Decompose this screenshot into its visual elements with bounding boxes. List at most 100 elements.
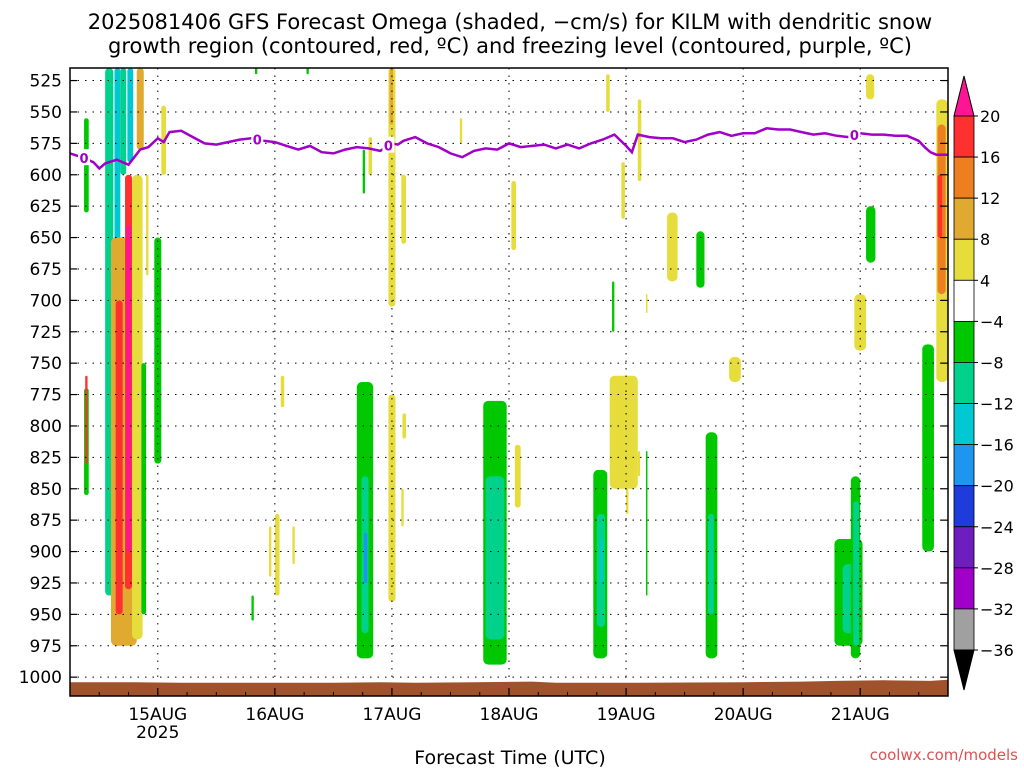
y-tick-label-700: 700 bbox=[30, 291, 62, 311]
colorbar-cell-1 bbox=[953, 156, 975, 199]
omega-region-17 bbox=[254, 68, 258, 75]
freezing-level-line bbox=[70, 127, 948, 171]
omega-region-22 bbox=[274, 513, 280, 596]
omega-region-8 bbox=[115, 300, 123, 615]
colorbar: 20 16 12 8 4 −4 −8 −12 −16 −20 −24 −28 −32 −36 bbox=[953, 75, 1014, 691]
y-tick-label-1000: 1000 bbox=[19, 668, 62, 688]
colorbar-label-2: 12 bbox=[980, 189, 1000, 208]
colorbar-label-11: −28 bbox=[980, 559, 1014, 578]
colorbar-label-0: 20 bbox=[980, 107, 1000, 126]
y-tick-label-925: 925 bbox=[30, 574, 62, 594]
colorbar-cell-9 bbox=[953, 485, 975, 528]
y-tick-label-650: 650 bbox=[30, 229, 62, 249]
y-axis: 525 550 575 600 625 650 675 700 725 750 775 800 825 8… bbox=[19, 72, 948, 688]
omega-shading bbox=[84, 68, 948, 665]
omega-region-46 bbox=[609, 375, 638, 489]
colorbar-cell-7 bbox=[953, 403, 975, 446]
omega-region-12 bbox=[136, 68, 144, 150]
colorbar-cell-11 bbox=[953, 567, 975, 610]
colorbar-label-6: −8 bbox=[980, 353, 1004, 372]
omega-region-27 bbox=[363, 532, 368, 583]
omega-region-21 bbox=[269, 526, 272, 577]
y-tick-label-975: 975 bbox=[30, 637, 62, 657]
y-tick-label-875: 875 bbox=[30, 511, 62, 531]
omega-region-10 bbox=[126, 225, 131, 552]
freezing-contour-label-1: 0 bbox=[253, 134, 262, 149]
y-tick-label-950: 950 bbox=[30, 605, 62, 625]
colorbar-label-3: 8 bbox=[980, 230, 990, 249]
omega-region-45 bbox=[612, 281, 615, 332]
omega-region-43 bbox=[606, 74, 610, 112]
colorbar-cell-6 bbox=[953, 362, 975, 404]
y-tick-label-825: 825 bbox=[30, 448, 62, 468]
omega-region-32 bbox=[402, 413, 406, 439]
y-tick-label-575: 575 bbox=[30, 134, 62, 154]
omega-region-36 bbox=[511, 181, 517, 251]
colorbar-cell-5 bbox=[953, 320, 975, 363]
omega-region-64 bbox=[853, 501, 860, 646]
omega-region-34 bbox=[368, 137, 373, 175]
omega-region-57 bbox=[854, 294, 867, 351]
freezing-contour-label-2: 0 bbox=[384, 140, 393, 155]
x-tick-sublabel: 2025 bbox=[136, 723, 179, 743]
omega-region-24 bbox=[362, 149, 366, 194]
omega-region-50 bbox=[645, 451, 648, 596]
omega-region-59 bbox=[866, 206, 876, 263]
omega-region-29 bbox=[389, 68, 394, 125]
omega-region-14 bbox=[146, 174, 149, 276]
colorbar-cell-2 bbox=[953, 197, 975, 240]
contour-label-bg bbox=[78, 149, 91, 166]
y-tick-label-775: 775 bbox=[30, 386, 62, 406]
omega-region-30 bbox=[388, 394, 396, 602]
y-tick-label-550: 550 bbox=[30, 103, 62, 123]
omega-region-52 bbox=[667, 212, 678, 282]
colorbar-cell-10 bbox=[953, 526, 975, 569]
omega-region-55 bbox=[708, 513, 714, 615]
colorbar-label-10: −24 bbox=[980, 518, 1014, 537]
omega-region-68 bbox=[937, 174, 943, 238]
omega-region-31 bbox=[401, 174, 406, 244]
terrain-fill bbox=[70, 679, 948, 696]
omega-region-5 bbox=[120, 68, 127, 175]
omega-region-53 bbox=[696, 231, 705, 288]
colorbar-cell-3 bbox=[953, 238, 975, 281]
colorbar-label-4: 4 bbox=[980, 271, 990, 290]
y-tick-label-725: 725 bbox=[30, 323, 62, 343]
omega-region-15 bbox=[154, 237, 162, 464]
y-tick-label-850: 850 bbox=[30, 480, 62, 500]
omega-region-42 bbox=[600, 539, 603, 583]
omega-region-11 bbox=[132, 174, 143, 640]
x-tick-label-20AUG: 20AUG bbox=[714, 705, 773, 725]
omega-region-65 bbox=[922, 344, 934, 552]
omega-region-47 bbox=[637, 99, 642, 182]
omega-region-2 bbox=[85, 375, 88, 464]
y-tick-label-800: 800 bbox=[30, 417, 62, 437]
colorbar-label-8: −16 bbox=[980, 436, 1014, 455]
omega-region-28 bbox=[388, 68, 396, 307]
x-tick-label-18AUG: 18AUG bbox=[480, 705, 539, 725]
x-tick-label-15AUG: 15AUG bbox=[128, 705, 187, 725]
x-tick-label-19AUG: 19AUG bbox=[597, 705, 656, 725]
omega-region-23 bbox=[292, 526, 295, 565]
y-tick-label-675: 675 bbox=[30, 260, 62, 280]
colorbar-label-7: −12 bbox=[980, 395, 1014, 414]
y-tick-label-600: 600 bbox=[30, 166, 62, 186]
omega-region-44 bbox=[621, 162, 625, 219]
contour-label-bg bbox=[382, 136, 395, 153]
omega-region-20 bbox=[251, 595, 254, 621]
colorbar-label-9: −20 bbox=[980, 477, 1014, 496]
omega-region-6 bbox=[127, 68, 134, 163]
omega-region-48 bbox=[626, 488, 629, 514]
omega-region-18 bbox=[306, 68, 309, 75]
x-axis-label: Forecast Time (UTC) bbox=[414, 747, 605, 768]
freezing-contour-label-0: 0 bbox=[80, 152, 89, 167]
y-tick-label-900: 900 bbox=[30, 543, 62, 563]
x-tick-label-16AUG: 16AUG bbox=[245, 705, 304, 725]
colorbar-label-13: −36 bbox=[980, 641, 1014, 660]
omega-region-51 bbox=[645, 294, 648, 313]
omega-region-0 bbox=[84, 118, 89, 213]
colorbar-cell-0 bbox=[953, 115, 975, 158]
colorbar-label-1: 16 bbox=[980, 148, 1000, 167]
